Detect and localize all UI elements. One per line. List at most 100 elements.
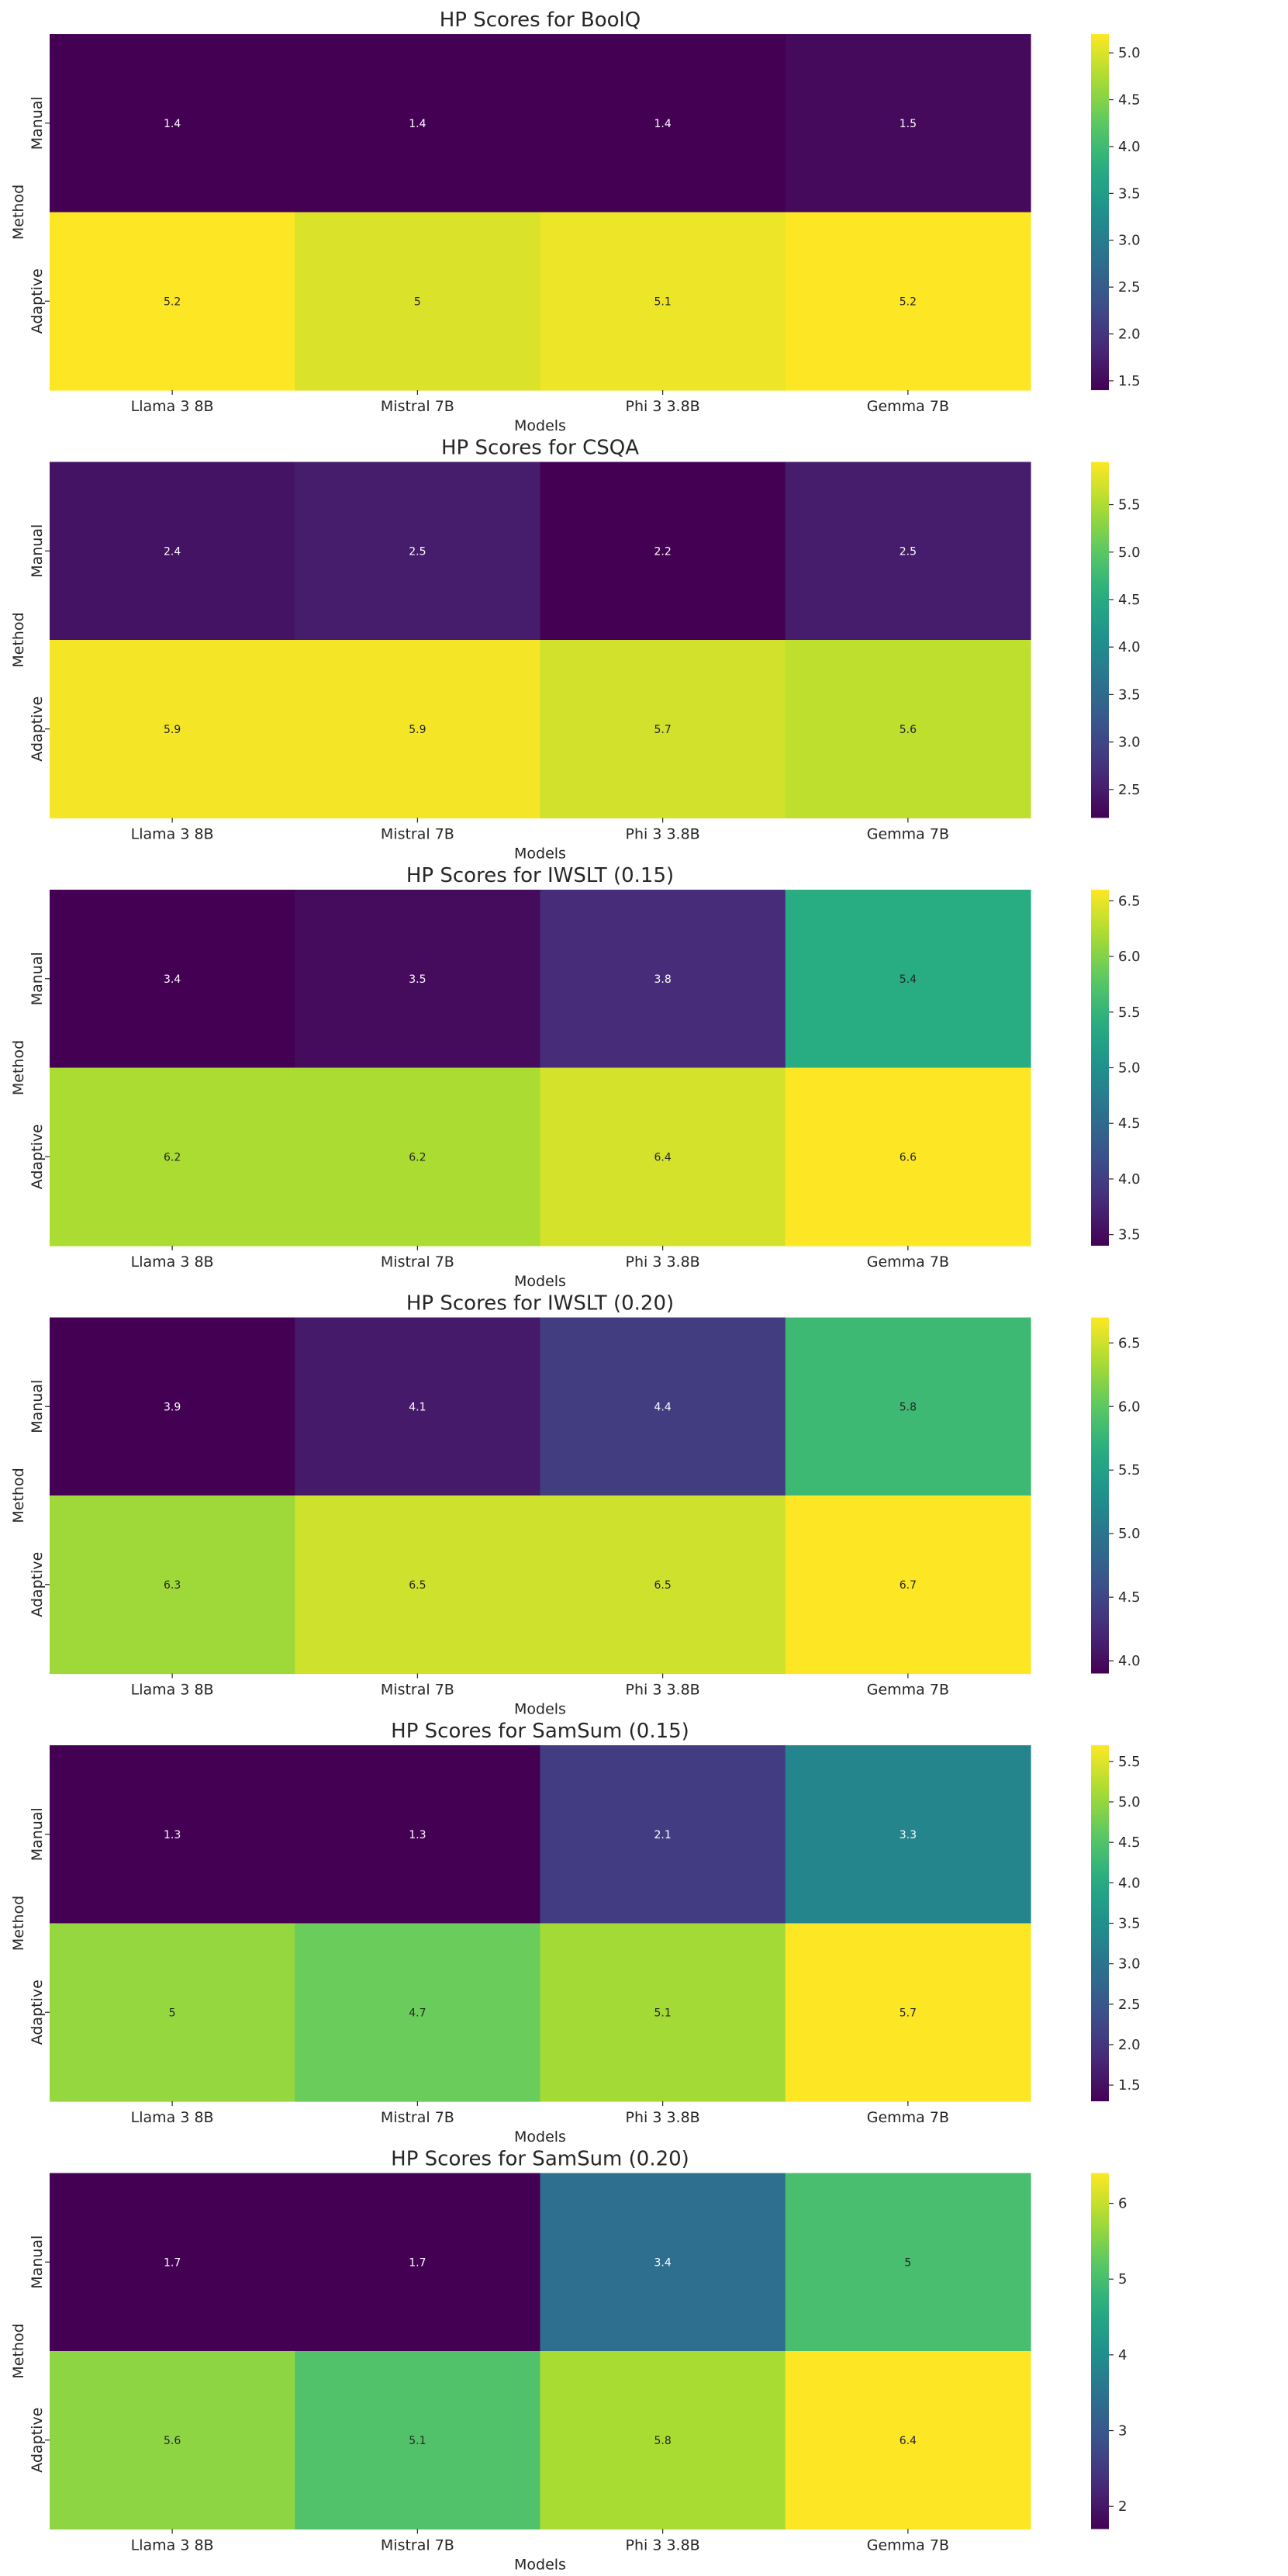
heatmap-cell bbox=[295, 1745, 541, 1924]
heatmap-panel-5: HP Scores for SamSum (0.15) 1.3 1.3 2.1 3.3 5… bbox=[10, 1720, 1141, 2146]
cell-value-label: 2.5 bbox=[900, 545, 917, 558]
heatmap-cell bbox=[50, 1495, 295, 1675]
colorbar bbox=[1091, 34, 1109, 390]
heatmap-cell bbox=[540, 2351, 786, 2530]
colorbar-tick-label: 4.5 bbox=[1118, 1115, 1141, 1132]
colorbar-tick-label: 6.5 bbox=[1118, 893, 1141, 909]
colorbar-tick-label: 4.5 bbox=[1118, 1834, 1141, 1851]
heatmap-cell bbox=[50, 1923, 295, 2102]
colorbar-tick-label: 5.5 bbox=[1118, 1754, 1141, 1770]
x-tick-label: Gemma 7B bbox=[867, 2537, 949, 2554]
colorbar-tick-label: 6.0 bbox=[1118, 949, 1141, 965]
heatmap-cell bbox=[785, 1067, 1031, 1247]
x-tick-label: Llama 3 8B bbox=[131, 826, 214, 843]
colorbar-tick-label: 6.5 bbox=[1118, 1335, 1141, 1351]
heatmap-cell bbox=[50, 212, 295, 391]
cell-value-label: 5.2 bbox=[900, 296, 917, 308]
chart-title: HP Scores for SamSum (0.15) bbox=[391, 1720, 689, 1743]
cell-value-label: 4.4 bbox=[654, 1401, 671, 1413]
y-tick-label: Adaptive bbox=[29, 268, 46, 334]
colorbar-tick-label: 5.0 bbox=[1118, 545, 1141, 561]
cell-value-label: 5.9 bbox=[409, 724, 426, 736]
cell-value-label: 5 bbox=[414, 296, 421, 308]
colorbar-tick-label: 5.0 bbox=[1118, 1526, 1141, 1542]
colorbar-tick-label: 2.0 bbox=[1118, 327, 1141, 343]
cell-value-label: 3.8 bbox=[654, 973, 671, 986]
y-axis-label: Method bbox=[10, 1468, 27, 1523]
cell-value-label: 3.4 bbox=[164, 973, 181, 986]
x-tick-label: Llama 3 8B bbox=[131, 1682, 214, 1699]
y-tick-label: Manual bbox=[29, 2235, 46, 2289]
cell-value-label: 6.2 bbox=[164, 1151, 181, 1164]
y-axis-label: Method bbox=[10, 1896, 27, 1951]
x-axis-label: Models bbox=[514, 845, 566, 863]
cell-value-label: 1.4 bbox=[654, 118, 671, 130]
cell-value-label: 3.4 bbox=[654, 2256, 671, 2269]
cell-value-label: 5.1 bbox=[654, 2007, 671, 2019]
cell-value-label: 1.4 bbox=[164, 118, 181, 130]
cell-value-label: 2.1 bbox=[654, 1829, 671, 1841]
colorbar-tick-label: 5.0 bbox=[1118, 45, 1141, 61]
x-tick-label: Llama 3 8B bbox=[131, 2537, 214, 2554]
heatmap-cell bbox=[540, 1317, 786, 1496]
cell-value-label: 6.6 bbox=[900, 1151, 917, 1164]
x-tick-label: Mistral 7B bbox=[381, 2537, 454, 2554]
y-tick-label: Adaptive bbox=[29, 1124, 46, 1189]
x-tick-label: Mistral 7B bbox=[381, 2109, 454, 2126]
heatmap-cell bbox=[540, 1923, 786, 2102]
colorbar bbox=[1091, 1745, 1109, 2101]
heatmap-cell bbox=[785, 2173, 1031, 2352]
heatmap-cell bbox=[540, 890, 786, 1069]
heatmap-panel-1: HP Scores for BoolQ 1.4 1.4 1.4 1.5 5.2 5 5.1 5.… bbox=[10, 9, 1141, 434]
heatmap-cell bbox=[295, 212, 541, 391]
cell-value-label: 5.7 bbox=[654, 724, 671, 736]
chart-title: HP Scores for CSQA bbox=[441, 437, 639, 460]
colorbar bbox=[1091, 890, 1109, 1246]
heatmap-cell bbox=[50, 640, 295, 819]
colorbar-tick-label: 2.5 bbox=[1118, 279, 1141, 296]
cell-value-label: 5.7 bbox=[900, 2007, 917, 2019]
heatmap-cell bbox=[785, 34, 1031, 213]
cell-value-label: 5.1 bbox=[409, 2435, 426, 2447]
heatmap-cell bbox=[295, 1495, 541, 1675]
heatmap-cell bbox=[785, 462, 1031, 641]
heatmap-cell bbox=[540, 640, 786, 819]
chart-title: HP Scores for IWSLT (0.20) bbox=[406, 1292, 674, 1316]
heatmap-cell bbox=[295, 1317, 541, 1496]
cell-value-label: 3.3 bbox=[900, 1829, 917, 1841]
cell-value-label: 5 bbox=[904, 2256, 911, 2269]
cell-value-label: 6.5 bbox=[654, 1579, 671, 1592]
x-tick-label: Gemma 7B bbox=[867, 1253, 949, 1271]
heatmap-cell bbox=[295, 1923, 541, 2102]
colorbar-tick-label: 5.0 bbox=[1118, 1060, 1141, 1077]
colorbar-tick-label: 4 bbox=[1118, 2347, 1127, 2363]
heatmap-cell bbox=[540, 1495, 786, 1675]
x-axis-label: Models bbox=[514, 1701, 566, 1718]
cell-value-label: 5.8 bbox=[900, 1401, 917, 1413]
x-axis-label: Models bbox=[514, 417, 566, 434]
heatmap-cell bbox=[295, 34, 541, 213]
cell-value-label: 6.5 bbox=[409, 1579, 426, 1592]
x-tick-label: Gemma 7B bbox=[867, 826, 949, 843]
heatmap-cell bbox=[50, 1067, 295, 1247]
cell-value-label: 4.1 bbox=[409, 1401, 426, 1413]
y-tick-label: Adaptive bbox=[29, 1980, 46, 2045]
cell-value-label: 6.7 bbox=[900, 1579, 917, 1592]
heatmap-cell bbox=[295, 1067, 541, 1247]
cell-value-label: 5.4 bbox=[900, 973, 917, 986]
y-tick-label: Manual bbox=[29, 952, 46, 1005]
heatmap-panel-3: HP Scores for IWSLT (0.15) 3.4 3.5 3.8 5.4 6.… bbox=[10, 864, 1141, 1290]
x-tick-label: Gemma 7B bbox=[867, 2109, 949, 2126]
y-tick-label: Adaptive bbox=[29, 1552, 46, 1617]
cell-value-label: 5.8 bbox=[654, 2435, 671, 2447]
x-tick-label: Llama 3 8B bbox=[131, 2109, 214, 2126]
heatmap-cell bbox=[295, 640, 541, 819]
x-tick-label: Mistral 7B bbox=[381, 826, 454, 843]
x-tick-label: Phi 3 3.8B bbox=[626, 2537, 700, 2554]
colorbar-tick-label: 4.0 bbox=[1118, 1875, 1141, 1891]
heatmap-cell bbox=[50, 2351, 295, 2530]
x-tick-label: Mistral 7B bbox=[381, 398, 454, 415]
colorbar-tick-label: 4.0 bbox=[1118, 1653, 1141, 1669]
y-tick-label: Manual bbox=[29, 1380, 46, 1433]
